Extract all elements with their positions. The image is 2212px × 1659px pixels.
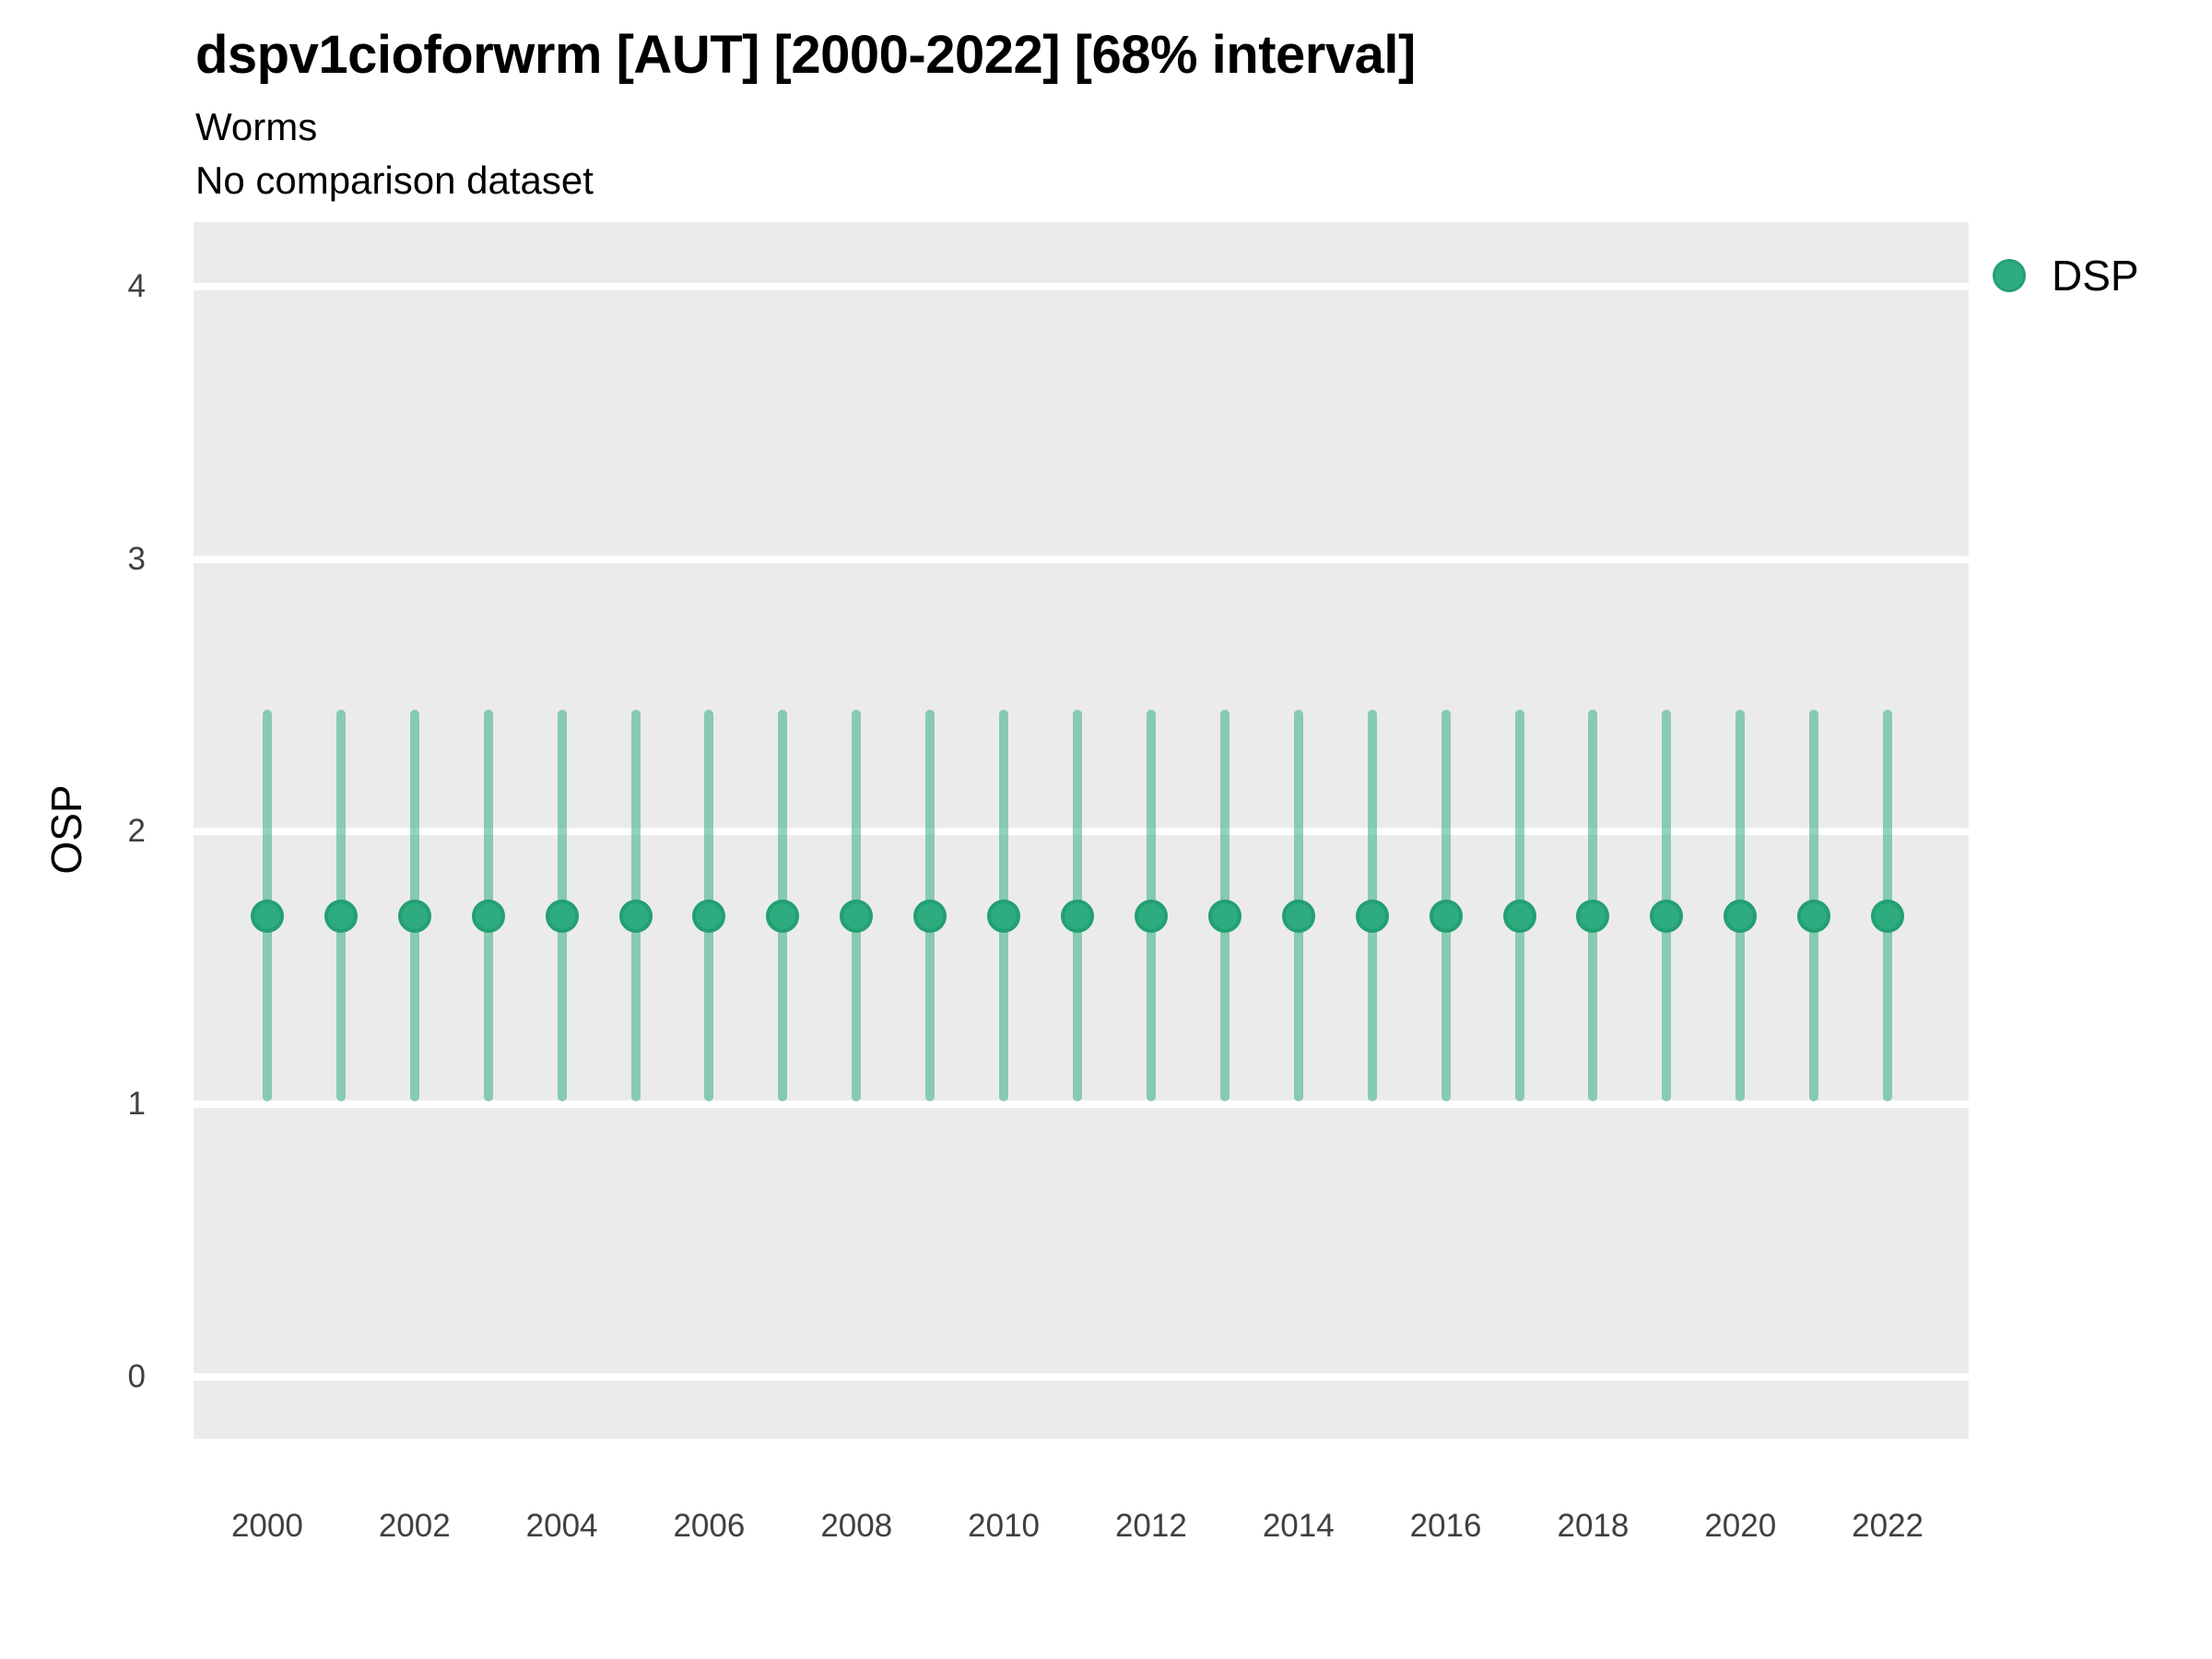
gridline-y-0 (194, 1373, 1969, 1382)
data-point-2000 (250, 900, 284, 934)
data-point-2005 (618, 900, 653, 934)
x-tick-label-2018: 2018 (1557, 1508, 1630, 1544)
data-point-2002 (397, 900, 431, 934)
x-tick-label-2002: 2002 (378, 1508, 451, 1544)
data-point-2015 (1355, 900, 1389, 934)
data-point-2019 (1650, 900, 1684, 934)
plot-panel (194, 222, 1969, 1439)
data-point-2012 (1134, 900, 1168, 934)
data-point-2009 (913, 900, 947, 934)
y-tick-label-2: 2 (127, 813, 146, 850)
x-tick-label-2008: 2008 (820, 1508, 893, 1544)
gridline-y-1 (194, 1100, 1969, 1109)
x-tick-label-2004: 2004 (525, 1508, 598, 1544)
data-point-2004 (545, 900, 579, 934)
gridline-y-4 (194, 282, 1969, 290)
data-point-2011 (1061, 900, 1094, 934)
x-tick-label-2020: 2020 (1704, 1508, 1777, 1544)
page-title: dspv1cioforwrm [AUT] [2000-2022] [68% in… (195, 25, 1416, 85)
legend-label: DSP (2052, 252, 2139, 300)
data-point-2017 (1502, 900, 1536, 934)
y-tick-label-1: 1 (127, 1086, 146, 1123)
comparison-note: No comparison dataset (195, 159, 594, 202)
data-point-2003 (471, 900, 505, 934)
data-point-2014 (1281, 900, 1315, 934)
x-tick-label-2016: 2016 (1409, 1508, 1482, 1544)
legend: DSP (1993, 251, 2139, 300)
data-point-2016 (1429, 900, 1463, 934)
gridline-y-3 (194, 555, 1969, 563)
x-tick-label-2010: 2010 (968, 1508, 1041, 1544)
chart-subtitle: Worms (195, 105, 318, 148)
data-point-2022 (1871, 900, 1905, 934)
data-point-2018 (1576, 900, 1610, 934)
x-tick-label-2014: 2014 (1262, 1508, 1335, 1544)
y-tick-label-3: 3 (127, 540, 146, 577)
data-point-2020 (1724, 900, 1758, 934)
legend-circle-icon (1993, 259, 2026, 292)
y-tick-label-4: 4 (127, 267, 146, 304)
data-point-2007 (766, 900, 800, 934)
data-point-2006 (692, 900, 726, 934)
data-point-2021 (1797, 900, 1831, 934)
data-point-2013 (1207, 900, 1241, 934)
x-tick-label-2022: 2022 (1852, 1508, 1924, 1544)
x-tick-label-2012: 2012 (1114, 1508, 1187, 1544)
data-point-2001 (324, 900, 358, 934)
data-point-2008 (840, 900, 874, 934)
x-tick-label-2006: 2006 (673, 1508, 746, 1544)
data-point-2010 (987, 900, 1021, 934)
y-tick-label-0: 0 (127, 1359, 146, 1395)
x-tick-label-2000: 2000 (230, 1508, 303, 1544)
